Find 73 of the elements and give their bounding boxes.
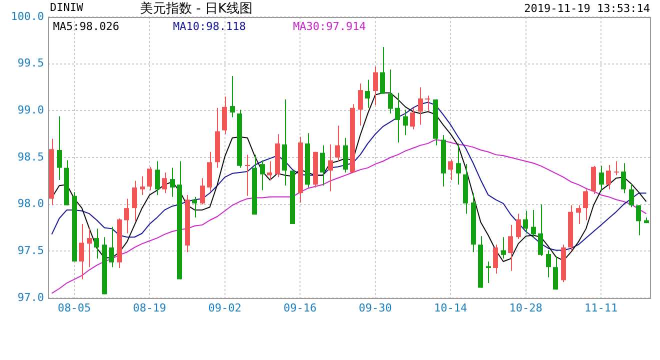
- candlestick: [425, 95, 430, 112]
- candlestick: [448, 158, 453, 180]
- candlestick: [388, 68, 393, 114]
- candlestick: [200, 178, 205, 205]
- x-tick-label: 08-05: [58, 301, 91, 314]
- candlestick: [335, 125, 340, 162]
- candlestick: [621, 162, 626, 194]
- candlestick: [57, 116, 62, 180]
- candlestick: [162, 172, 167, 194]
- candlestick: [222, 96, 227, 135]
- candlestick: [538, 204, 543, 256]
- candlestick: [508, 224, 513, 272]
- candlestick: [493, 244, 498, 274]
- candlestick: [599, 165, 604, 192]
- candlestick: [501, 236, 506, 260]
- candlestick: [418, 86, 423, 126]
- candlestick: [192, 196, 197, 218]
- candlestick: [486, 260, 491, 284]
- candlestick: [365, 79, 370, 108]
- candlestick: [380, 46, 385, 94]
- candlestick: [373, 66, 378, 106]
- y-tick-label: 97.5: [18, 244, 44, 258]
- x-tick-label: 10-14: [434, 301, 468, 314]
- candlestick: [395, 92, 400, 144]
- candlestick: [79, 224, 84, 280]
- candlestick: [260, 160, 265, 191]
- text: 2019-11-19 13:53:14: [524, 2, 650, 15]
- candlestick: [523, 210, 528, 234]
- candlestick: [410, 107, 415, 130]
- chart-subtitle: DINIW: [50, 0, 84, 14]
- x-tick-label: 09-02: [208, 301, 242, 314]
- candlestick: [403, 109, 408, 136]
- text: MA5:98.026: [53, 20, 120, 33]
- candlestick: [583, 188, 588, 221]
- y-tick-label: 98.0: [18, 197, 44, 210]
- candlestick: [328, 144, 333, 192]
- x-tick-label: 08-19: [133, 301, 166, 314]
- candlestick: [155, 160, 160, 196]
- x-tick-label: 11-11: [584, 301, 618, 314]
- candlestick: [109, 226, 114, 268]
- x-tick-label: 09-30: [358, 301, 392, 314]
- y-tick-label: 99.5: [18, 56, 44, 70]
- y-tick-label: 97.0: [18, 290, 44, 304]
- y-tick-label: 99.0: [18, 104, 44, 117]
- candlestick: [553, 256, 558, 290]
- candlestick: [606, 164, 611, 190]
- candlestick: [456, 142, 461, 186]
- x-tick-label: 09-16: [284, 301, 317, 314]
- candlestick: [614, 160, 619, 176]
- candlestick: [230, 76, 235, 118]
- y-tick-label: 100.0: [10, 10, 44, 23]
- candlestick: [320, 144, 325, 186]
- candlestick: [546, 250, 551, 278]
- candlestick: [531, 209, 536, 239]
- candlestick: [140, 176, 145, 196]
- candlestick: [147, 166, 152, 191]
- y-tick-label: 98.5: [18, 150, 44, 164]
- text: MA10:98.118: [173, 20, 246, 33]
- candlestick: [629, 183, 634, 208]
- candlestick: [267, 160, 272, 180]
- candlestick: [132, 180, 137, 222]
- candlestick: [124, 198, 129, 234]
- chart-title: 美元指数 - 日K线图: [140, 0, 252, 16]
- candlestick: [94, 228, 99, 260]
- candlestick: [636, 204, 641, 236]
- x-tick-label: 10-28: [509, 301, 542, 314]
- candlestick: [516, 213, 521, 240]
- candlestick: [87, 228, 92, 268]
- text: MA30:97.914: [293, 20, 366, 33]
- candlestick: [358, 83, 363, 126]
- candlestick: [170, 167, 175, 198]
- candlestick: [576, 204, 581, 225]
- candlestick: [245, 154, 250, 196]
